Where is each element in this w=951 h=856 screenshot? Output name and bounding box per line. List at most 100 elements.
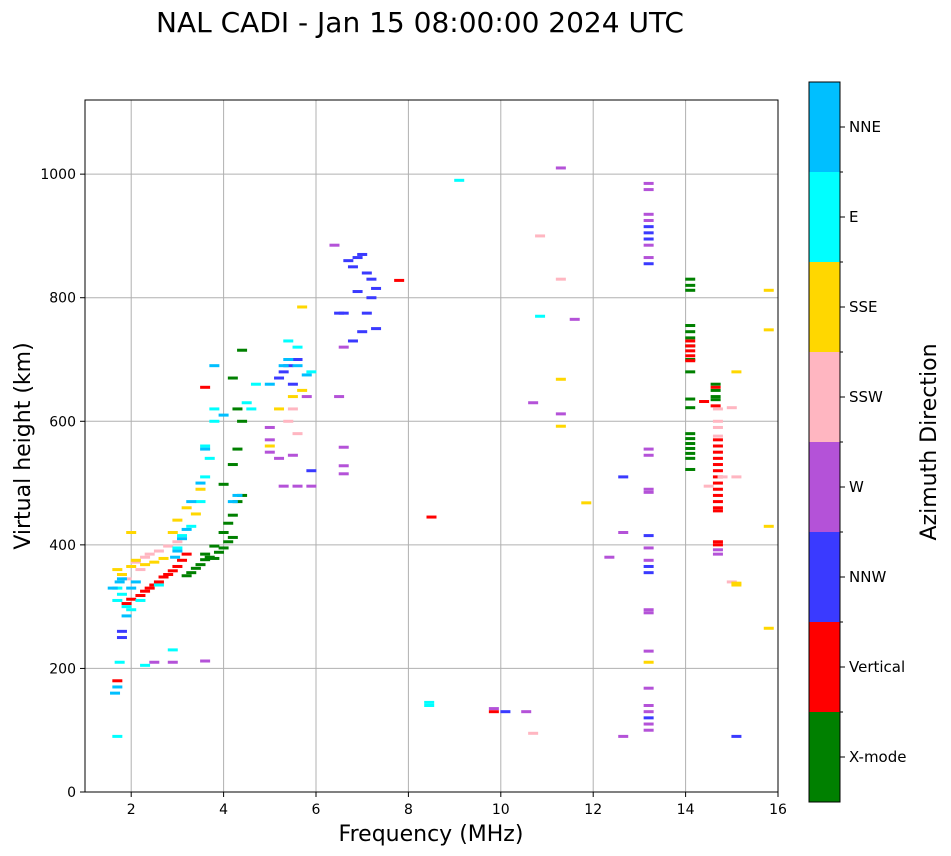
echo-mark [112,598,123,602]
echo-mark [352,290,363,294]
echo-mark [521,710,532,714]
echo-mark [287,382,298,386]
echo-mark [297,388,308,392]
echo-mark [643,649,654,653]
echo-mark [643,237,654,241]
echo-mark [149,660,160,664]
echo-mark [135,568,146,572]
echo-mark [488,707,499,711]
echo-mark [424,700,435,704]
echo-mark [200,444,211,448]
echo-mark [361,271,372,275]
echo-mark [685,451,696,455]
echo-mark [643,256,654,260]
echo-mark [712,552,723,556]
echo-mark [116,573,127,577]
echo-mark [712,407,723,411]
echo-mark [643,487,654,491]
echo-mark [130,560,141,564]
echo-mark [555,377,566,381]
echo-mark [712,506,723,510]
echo-mark [292,345,303,349]
echo-mark [555,277,566,281]
echo-mark [126,531,137,534]
echo-mark [149,560,160,564]
echo-mark [685,330,696,334]
echo-mark [712,481,723,485]
echo-mark [227,535,238,539]
echo-mark [167,648,178,652]
echo-mark [685,288,696,292]
echo-mark [274,456,285,460]
echo-mark [763,626,774,630]
echo-mark [167,660,178,664]
echo-mark [278,364,289,368]
echo-mark [121,614,132,618]
colorbar-tick-label: NNW [849,568,886,586]
echo-mark [712,434,723,438]
echo-mark [181,527,192,531]
echo-mark [140,663,151,667]
echo-mark [163,544,174,548]
echo-mark [126,586,137,590]
echo-mark [274,376,285,380]
echo-mark [172,546,183,550]
echo-mark [195,563,206,567]
echo-mark [712,450,723,454]
echo-mark [352,256,363,260]
echo-mark [366,296,377,300]
echo-mark [116,577,127,581]
y-tick-label: 200 [49,661,76,677]
echo-mark [121,602,132,606]
echo-mark [685,324,696,328]
echo-mark [643,608,654,612]
echo-mark [710,398,721,402]
echo-mark [283,419,294,423]
echo-mark [712,419,723,423]
echo-mark [170,555,181,559]
echo-mark [297,305,308,309]
echo-mark [140,589,151,593]
echo-mark [264,382,275,386]
echo-mark [712,469,723,473]
echo-mark [357,252,368,256]
echo-mark [555,424,566,428]
x-axis-ticks: 2 4 6 8 10 12 14 16 [127,792,787,818]
echo-mark [172,540,183,544]
echo-mark [153,549,164,553]
echo-mark [643,546,654,550]
echo-mark [685,397,696,401]
echo-mark [712,438,723,442]
echo-mark [278,370,289,374]
echo-mark [731,581,742,585]
echo-mark [112,734,123,738]
echo-mark [555,412,566,416]
echo-mark [347,265,358,269]
echo-mark [112,679,123,683]
echo-mark [712,509,723,513]
echo-mark [130,558,141,562]
echo-mark [204,456,215,460]
colorbar-swatch [809,442,840,532]
echo-mark [685,442,696,446]
echo-mark [685,432,696,436]
colorbar-tick-label: X-mode [849,748,906,766]
echo-mark [685,359,696,363]
echo-mark [643,571,654,575]
echo-mark [218,413,229,417]
echo-mark [731,370,742,374]
y-tick-label: 600 [49,414,76,430]
echo-mark [712,425,723,429]
echo-mark [158,575,169,579]
echo-mark [177,534,188,538]
echo-mark [618,531,629,534]
echo-mark [643,611,654,615]
echo-mark [371,327,382,331]
echo-mark [643,564,654,568]
echo-mark [643,716,654,720]
colorbar-tick-label: W [849,478,864,496]
series-nne [107,358,312,695]
echo-mark [710,404,721,408]
echo-mark [292,358,303,361]
echo-mark [232,407,243,411]
